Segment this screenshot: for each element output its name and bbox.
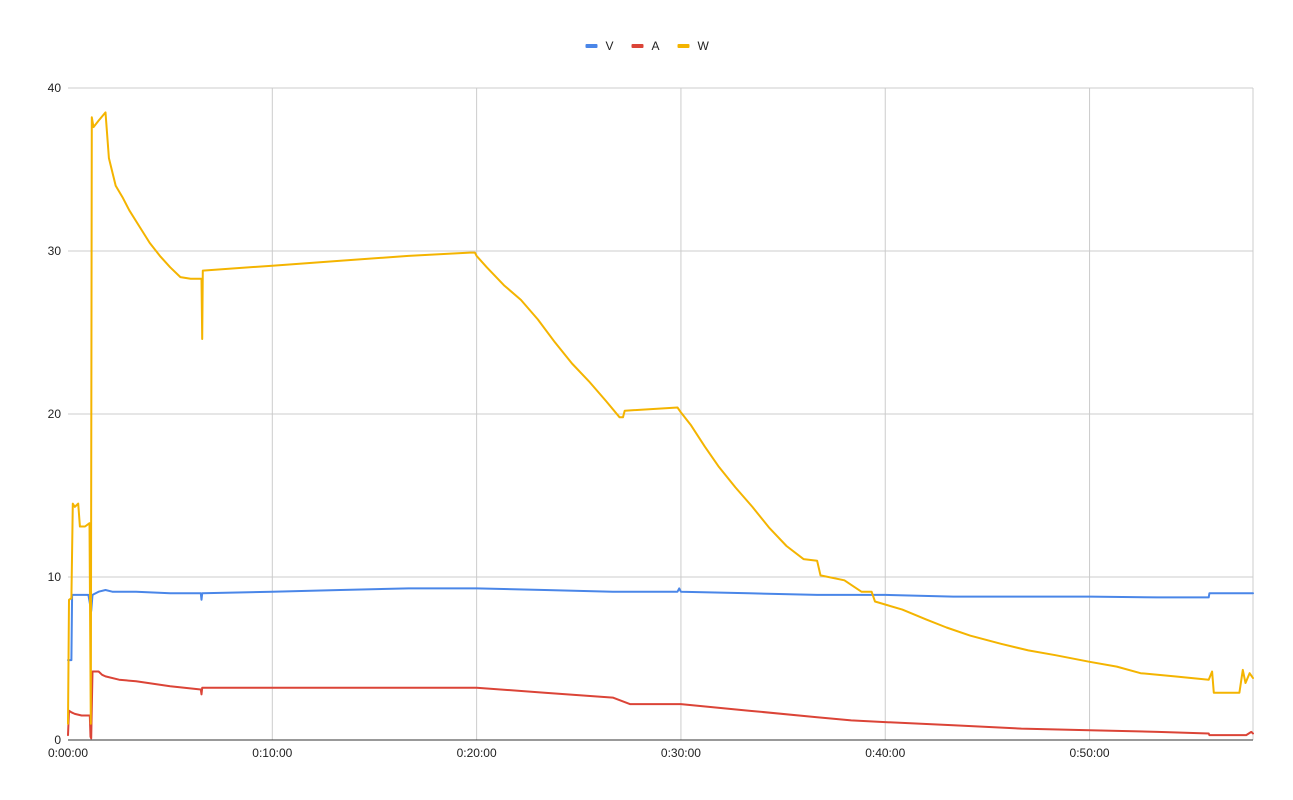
legend-swatch [677, 44, 690, 48]
x-axis: 0:00:00 0:10:00 0:20:00 0:30:00 0:40:00 0:50:… [48, 746, 1110, 760]
legend-swatch [631, 44, 644, 48]
legend-item-W: W [677, 39, 710, 53]
legend-label: A [652, 39, 660, 53]
x-tick-label: 0:00:00 [48, 746, 88, 760]
y-tick-label: 10 [48, 570, 62, 584]
y-axis: 0 10 20 30 40 [48, 81, 62, 747]
legend-swatch [585, 44, 598, 48]
legend-item-V: V [585, 39, 614, 53]
y-tick-label: 0 [54, 733, 61, 747]
series-line-V [67, 587, 1254, 662]
x-tick-label: 0:50:00 [1070, 746, 1110, 760]
x-tick-label: 0:20:00 [457, 746, 497, 760]
y-tick-label: 30 [48, 244, 62, 258]
series-layer [67, 111, 1254, 740]
x-tick-label: 0:40:00 [865, 746, 905, 760]
legend-item-A: A [631, 39, 660, 53]
x-tick-label: 0:30:00 [661, 746, 701, 760]
series-line-A [67, 670, 1254, 740]
x-tick-label: 0:10:00 [252, 746, 292, 760]
legend-label: W [698, 39, 710, 53]
legend-label: V [606, 39, 614, 53]
y-tick-label: 40 [48, 81, 62, 95]
series-line-W [67, 111, 1254, 725]
gridlines [68, 87, 1254, 740]
y-tick-label: 20 [48, 407, 62, 421]
